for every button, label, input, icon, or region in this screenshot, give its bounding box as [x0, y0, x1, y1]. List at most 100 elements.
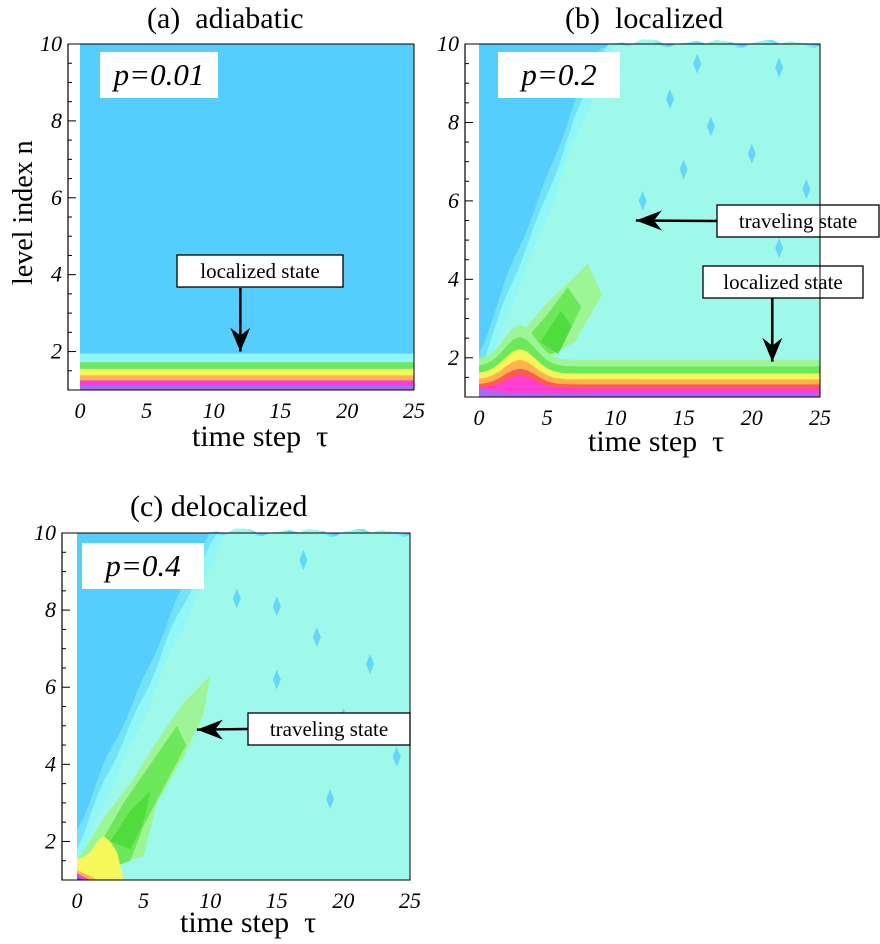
- panel-frame: [67, 43, 415, 391]
- panel-c-speckle: [272, 596, 281, 617]
- panel-a-y-tick-label: 8: [51, 108, 62, 133]
- panel-c-x-tick-label: 0: [72, 888, 83, 913]
- panel-b-callout-text: localized state: [723, 270, 843, 294]
- panel-b-speckle: [775, 57, 784, 78]
- panel-c-p-label: p=0.4: [82, 543, 204, 589]
- panel-a-p-box: [100, 52, 218, 98]
- panel-b-y-tick-label: 10: [437, 31, 459, 56]
- panel-a-x-tick-label: 15: [269, 398, 291, 423]
- panel-b-ridge: [540, 310, 572, 354]
- panel-b-arrow-head: [762, 337, 783, 362]
- panel-a-x-tick-label: 10: [203, 398, 225, 423]
- panel-b-x-tick-label: 5: [542, 405, 553, 430]
- panel-b-x-tick-label: 25: [809, 405, 831, 430]
- panel-b-speckle: [747, 143, 756, 164]
- panel-frame: [464, 43, 821, 398]
- panel-b-axis-strip: [465, 44, 479, 397]
- panel-b-callout-box: [716, 204, 880, 238]
- panel-c-heatmap: [77, 528, 410, 880]
- panel-c-y-tick-label: 8: [45, 597, 56, 622]
- panel-b-title: (b) localized: [565, 2, 724, 35]
- panel-c-y-tick-label: 10: [34, 520, 56, 545]
- panel-b-band: [479, 375, 820, 397]
- panel-a-y-tick-label: 4: [51, 262, 62, 287]
- panel-c-speckle: [232, 588, 241, 609]
- panel-c-speckle: [392, 746, 401, 767]
- panel-c-title: (c) delocalized: [130, 490, 308, 523]
- panel-b-p-label: p=0.2: [498, 52, 620, 98]
- panel-b-x-tick-label: 15: [673, 405, 695, 430]
- panel-a-callout: localized state: [176, 254, 344, 352]
- panel-c-y-tick-label: 4: [45, 751, 56, 776]
- panel-c-xlabel: time step τ: [180, 906, 317, 939]
- panel-b-speckle: [706, 116, 715, 137]
- panel-b-xlabel: time step τ: [588, 425, 725, 458]
- panel-b-y-tick-label: 2: [448, 345, 459, 370]
- panel-a-band: [80, 375, 414, 381]
- panel-b-y-tick-label: 4: [448, 266, 459, 291]
- panel-c-x-tick-label: 25: [399, 888, 421, 913]
- panel-a-band: [80, 353, 414, 363]
- panel-c-p-box: [82, 543, 204, 589]
- panel-a-y-tick-label: 6: [51, 185, 62, 210]
- panel-c-y-tick-label: 2: [45, 828, 56, 853]
- panel-b-speckle: [693, 53, 702, 74]
- panel-a-p-text: p=0.01: [112, 57, 205, 92]
- panel-a-y-tick-label: 2: [51, 339, 62, 364]
- panel-a-axes: 2 4 6 8 10 0 5 10 15 20 25: [40, 31, 425, 423]
- panel-b-y-tick-label: 6: [448, 188, 459, 213]
- panel-b-axes: 2 4 6 8 10 0 5 10 15 20 25: [437, 31, 831, 430]
- panel-a-x-tick-label: 25: [403, 398, 425, 423]
- panel-a-arrow-head: [230, 327, 251, 352]
- panel-b-band: [479, 389, 820, 397]
- panel-b-speckle: [775, 238, 784, 258]
- panel-a-band: [80, 362, 414, 369]
- panel-c-speckle: [272, 669, 281, 690]
- panel-a-band: [80, 368, 414, 376]
- panel-b-callout-text: traveling state: [739, 209, 857, 233]
- panel-c-band: [77, 835, 410, 880]
- panel-c-speckle: [326, 789, 335, 809]
- panel-a-callout-box: [176, 254, 344, 288]
- panel-b-speckle: [679, 159, 688, 180]
- panel-a-y-tick-label: 10: [40, 31, 62, 56]
- panel-b-callout: localized state: [702, 265, 864, 362]
- panel-c-ridge: [110, 791, 151, 850]
- panel-b-speckle: [802, 179, 811, 200]
- panel-c-y-tick-label: 6: [45, 674, 56, 699]
- panel-a-xlabel: time step τ: [192, 420, 329, 453]
- panel-frame: [61, 532, 411, 881]
- panel-c-ridge: [77, 675, 211, 865]
- panel-c-speckle: [312, 627, 321, 648]
- panel-b-p-text: p=0.2: [519, 57, 596, 92]
- panel-b-arrow-head: [635, 210, 662, 231]
- panel-a-x-tick-label: 20: [336, 398, 358, 423]
- panel-c-speckle: [299, 550, 308, 570]
- panel-a-callout-text: localized state: [200, 259, 320, 283]
- panel-c-callout-text: traveling state: [270, 717, 388, 741]
- panel-b-x-tick-label: 20: [741, 405, 763, 430]
- panel-a-x-tick-label: 0: [75, 398, 86, 423]
- panel-b-y-tick-label: 8: [448, 109, 459, 134]
- panel-b-x-tick-label: 0: [474, 405, 485, 430]
- panel-a-band: [80, 380, 414, 387]
- panel-c-x-tick-label: 5: [138, 888, 149, 913]
- panel-c-axis-strip: [62, 533, 77, 880]
- panel-b-speckle: [666, 88, 674, 109]
- panel-c-arrow-head: [196, 719, 223, 740]
- panel-b-x-tick-label: 10: [604, 405, 626, 430]
- panel-c-x-tick-label: 20: [332, 888, 354, 913]
- panel-b-p-box: [498, 52, 620, 98]
- panel-c-p-text: p=0.4: [103, 548, 180, 583]
- panel-c-x-tick-label: 15: [266, 888, 288, 913]
- panel-c-speckle: [366, 654, 374, 675]
- panel-c-axes: 2 4 6 8 10 0 5 10 15 20 25: [34, 520, 421, 913]
- panel-a-title: (a) adiabatic: [147, 2, 304, 35]
- panel-a-axis-strip: [68, 44, 80, 390]
- panel-a-p-label: p=0.01: [100, 52, 218, 98]
- panel-b-callout: traveling state: [635, 204, 880, 238]
- panel-a-band: [80, 386, 414, 390]
- panel-b-callout-box: [702, 265, 864, 299]
- panel-a-x-tick-label: 5: [141, 398, 152, 423]
